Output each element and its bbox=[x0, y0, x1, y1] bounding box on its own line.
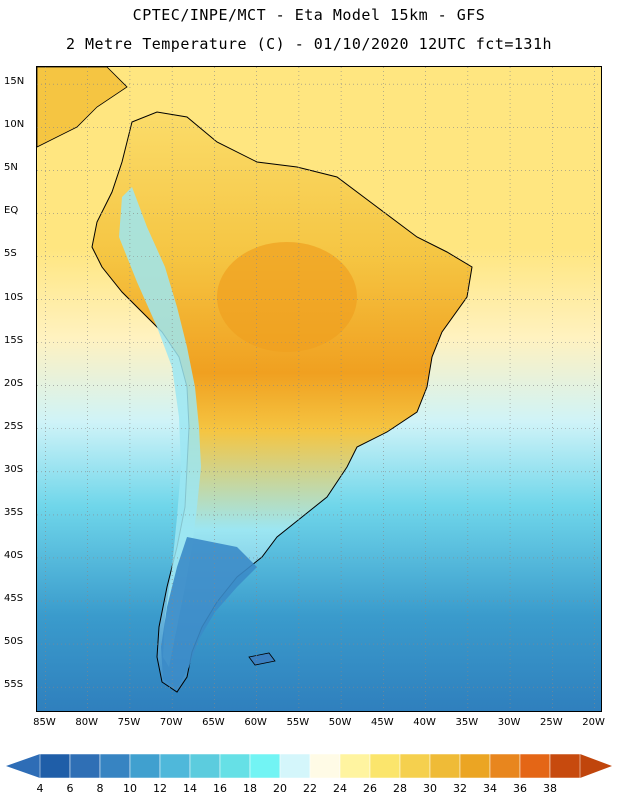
colorbar-cell bbox=[39, 753, 71, 779]
patagonia-cold bbox=[161, 537, 257, 689]
title-line-1: CPTEC/INPE/MCT - Eta Model 15km - GFS bbox=[132, 6, 486, 24]
lat-label: 15N bbox=[4, 76, 25, 88]
lat-label: 15S bbox=[4, 334, 24, 346]
lon-label: 25W bbox=[540, 717, 563, 728]
colorbar-cell bbox=[309, 753, 341, 779]
colorbar-label: 24 bbox=[333, 782, 347, 795]
central-america-land bbox=[37, 67, 128, 148]
lon-label: 20W bbox=[582, 717, 605, 728]
lat-label: 25S bbox=[4, 420, 24, 432]
colorbar-right-arrow bbox=[580, 754, 612, 778]
falkland-islands bbox=[248, 652, 276, 666]
lat-label: 5N bbox=[4, 162, 18, 174]
lat-label: 40S bbox=[4, 549, 24, 561]
colorbar-label: 14 bbox=[183, 782, 197, 795]
colorbar-cell bbox=[339, 753, 371, 779]
colorbar-label: 28 bbox=[393, 782, 407, 795]
lat-label: 10S bbox=[4, 291, 24, 303]
colorbar-cell bbox=[489, 753, 521, 779]
colorbar-cell bbox=[279, 753, 311, 779]
lon-label: 60W bbox=[244, 717, 267, 728]
colorbar-label: 18 bbox=[243, 782, 257, 795]
colorbar-label: 36 bbox=[513, 782, 527, 795]
lon-label: 85W bbox=[33, 717, 56, 728]
lon-label: 40W bbox=[413, 717, 436, 728]
lat-label: 5S bbox=[4, 248, 17, 260]
lon-label: 70W bbox=[159, 717, 183, 728]
lon-label: 80W bbox=[75, 717, 98, 728]
colorbar-cell bbox=[459, 753, 491, 779]
colorbar-label: 8 bbox=[96, 782, 104, 795]
colorbar-label: 16 bbox=[213, 782, 227, 795]
lat-label: EQ bbox=[4, 205, 19, 217]
title-line-2: 2 Metre Temperature (C) - 01/10/2020 12U… bbox=[65, 35, 553, 53]
lat-label: 50S bbox=[4, 636, 24, 648]
colorbar-cell bbox=[549, 753, 581, 779]
colorbar-cell bbox=[519, 753, 551, 779]
andes-cool-band bbox=[119, 187, 201, 667]
lat-label: 20S bbox=[4, 377, 24, 389]
colorbar-label: 26 bbox=[363, 782, 377, 795]
lat-label: 55S bbox=[4, 679, 24, 691]
color-bar bbox=[6, 753, 612, 779]
colorbar-cell bbox=[369, 753, 401, 779]
colorbar-label: 30 bbox=[423, 782, 437, 795]
lon-label: 50W bbox=[328, 717, 352, 728]
lon-label: 55W bbox=[286, 717, 310, 728]
colorbar-cell bbox=[399, 753, 431, 779]
colorbar-label: 12 bbox=[153, 782, 167, 795]
lat-label: 45S bbox=[4, 593, 24, 605]
temperature-map bbox=[37, 67, 601, 711]
colorbar-cell bbox=[189, 753, 221, 779]
colorbar-label: 34 bbox=[483, 782, 497, 795]
map-frame bbox=[36, 66, 602, 712]
lon-label: 45W bbox=[371, 717, 394, 728]
colorbar-label: 22 bbox=[303, 782, 317, 795]
colorbar-cell bbox=[99, 753, 131, 779]
lat-label: 10N bbox=[4, 119, 25, 131]
colorbar-cell bbox=[159, 753, 191, 779]
colorbar-cell bbox=[219, 753, 251, 779]
colorbar-label: 20 bbox=[273, 782, 287, 795]
lon-label: 65W bbox=[202, 717, 225, 728]
colorbar-label: 4 bbox=[36, 782, 44, 795]
colorbar-label: 6 bbox=[66, 782, 74, 795]
lon-label: 30W bbox=[497, 717, 521, 728]
colorbar-cell bbox=[429, 753, 461, 779]
colorbar-cell bbox=[249, 753, 281, 779]
colorbar-cell bbox=[129, 753, 161, 779]
colorbar-label: 32 bbox=[453, 782, 467, 795]
colorbar-left-arrow bbox=[6, 754, 40, 778]
lat-label: 30S bbox=[4, 463, 24, 475]
interior-hot-core bbox=[217, 242, 357, 352]
lon-label: 75W bbox=[117, 717, 141, 728]
colorbar-label: 10 bbox=[123, 782, 137, 795]
colorbar-cell bbox=[69, 753, 101, 779]
lon-label: 35W bbox=[455, 717, 479, 728]
lat-label: 35S bbox=[4, 506, 24, 518]
colorbar-label: 38 bbox=[543, 782, 557, 795]
